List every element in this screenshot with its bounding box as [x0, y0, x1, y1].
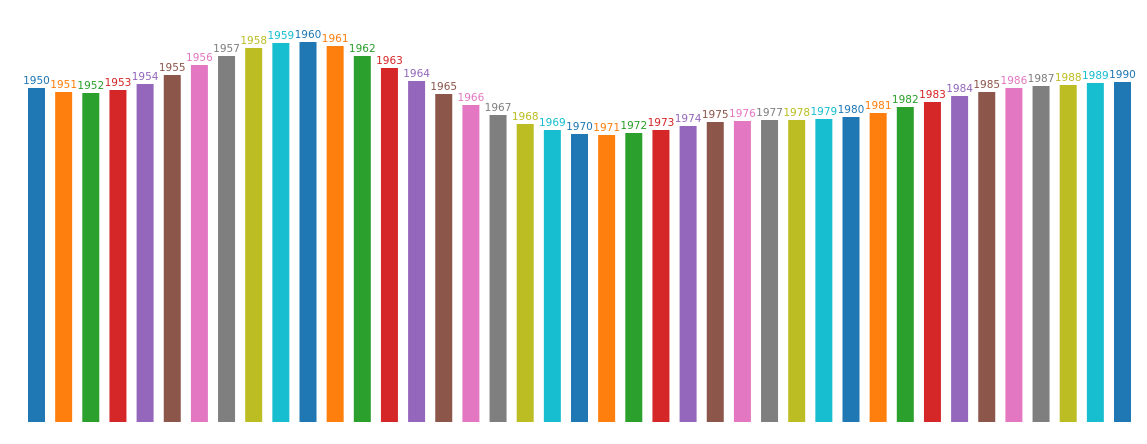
- bar-1969: [543, 130, 561, 422]
- bar-label-1950: 1950: [23, 75, 50, 87]
- bar-label-1984: 1984: [946, 83, 973, 95]
- bar-1959: [272, 43, 290, 422]
- bar-1979: [815, 119, 833, 422]
- bar-label-1982: 1982: [892, 94, 919, 106]
- bar-1971: [598, 135, 616, 422]
- bar-label-1959: 1959: [267, 30, 294, 42]
- bar-1950: [28, 88, 45, 422]
- bar-label-1953: 1953: [105, 77, 132, 89]
- bar-1987: [1032, 86, 1050, 422]
- bar-1956: [190, 65, 208, 422]
- bar-label-1971: 1971: [593, 122, 620, 134]
- bar-1958: [245, 48, 263, 422]
- bar-1972: [625, 133, 643, 422]
- bar-label-1952: 1952: [77, 80, 104, 92]
- bar-1954: [136, 84, 154, 422]
- bar-label-1957: 1957: [213, 43, 240, 55]
- bar-label-1954: 1954: [132, 71, 159, 83]
- bar-1960: [299, 42, 317, 422]
- bar-label-1962: 1962: [349, 43, 376, 55]
- bar-label-1955: 1955: [159, 62, 186, 74]
- bar-label-1974: 1974: [675, 113, 702, 125]
- bar-label-1964: 1964: [403, 68, 430, 80]
- bar-1985: [978, 92, 996, 422]
- bar-1951: [55, 92, 73, 422]
- bar-1962: [353, 56, 371, 422]
- bar-1990: [1114, 82, 1131, 422]
- bar-label-1988: 1988: [1055, 72, 1082, 84]
- bar-1986: [1005, 88, 1023, 422]
- bar-1964: [408, 81, 426, 422]
- bar-label-1972: 1972: [620, 120, 647, 132]
- bar-1980: [842, 117, 860, 422]
- bar-label-1976: 1976: [729, 108, 756, 120]
- bar-1957: [218, 56, 236, 422]
- bar-label-1980: 1980: [838, 104, 865, 116]
- bar-1966: [462, 105, 480, 422]
- bar-label-1985: 1985: [973, 79, 1000, 91]
- bar-label-1986: 1986: [1001, 75, 1028, 87]
- bar-label-1969: 1969: [539, 117, 566, 129]
- bar-label-1983: 1983: [919, 89, 946, 101]
- bar-label-1978: 1978: [783, 107, 810, 119]
- bar-label-1990: 1990: [1109, 69, 1136, 81]
- bar-1967: [489, 115, 507, 422]
- bar-1988: [1059, 85, 1077, 422]
- bar-1975: [706, 122, 724, 422]
- bar-1974: [679, 126, 697, 422]
- bar-1977: [761, 120, 779, 422]
- bar-1982: [896, 107, 914, 422]
- bar-1952: [82, 93, 100, 422]
- bar-label-1967: 1967: [485, 102, 512, 114]
- bar-label-1987: 1987: [1028, 73, 1055, 85]
- bar-1989: [1086, 83, 1104, 422]
- bar-1955: [163, 75, 181, 422]
- bars-group: [28, 42, 1131, 422]
- bar-1981: [869, 113, 887, 422]
- bar-1968: [516, 124, 534, 422]
- bar-label-1961: 1961: [322, 33, 349, 45]
- bar-label-1965: 1965: [430, 81, 457, 93]
- bar-label-1968: 1968: [512, 111, 539, 123]
- bar-label-1966: 1966: [458, 92, 485, 104]
- bar-1978: [788, 120, 806, 422]
- bar-label-1970: 1970: [566, 121, 593, 133]
- bar-1973: [652, 130, 670, 422]
- bar-1953: [109, 90, 127, 422]
- bar-label-1956: 1956: [186, 52, 213, 64]
- bar-1961: [326, 46, 344, 422]
- bar-label-1963: 1963: [376, 55, 403, 67]
- bar-label-1981: 1981: [865, 100, 892, 112]
- bar-1976: [733, 121, 751, 422]
- bar-label-1979: 1979: [810, 106, 837, 118]
- bar-label-1960: 1960: [295, 29, 322, 41]
- bar-1983: [923, 102, 941, 422]
- bar-label-1989: 1989: [1082, 70, 1109, 82]
- bar-label-1977: 1977: [756, 107, 783, 119]
- bar-1970: [571, 134, 588, 422]
- bar-label-1975: 1975: [702, 109, 729, 121]
- bar-label-1973: 1973: [648, 117, 675, 129]
- bar-label-1951: 1951: [50, 79, 77, 91]
- bar-label-1958: 1958: [240, 35, 267, 47]
- bar-1965: [435, 94, 453, 422]
- bar-1984: [951, 96, 969, 422]
- bar-1963: [380, 68, 398, 422]
